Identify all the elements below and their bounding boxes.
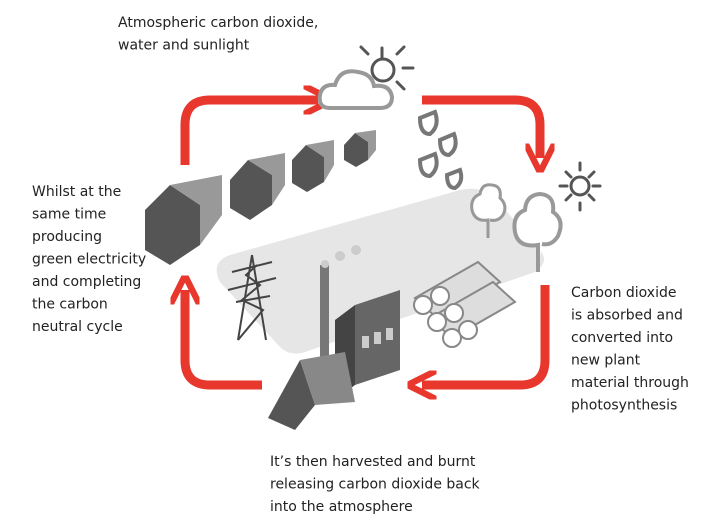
label-right-line: is absorbed and: [571, 308, 683, 324]
label-bottom-line: into the atmosphere: [270, 499, 413, 515]
label-left-line: neutral cycle: [32, 319, 123, 335]
label-bottom-line: It’s then harvested and burnt: [270, 454, 476, 470]
label-left-line: green electricity: [32, 252, 146, 268]
label-top-line: water and sunlight: [118, 38, 250, 54]
label-bottom-line: releasing carbon dioxide back: [270, 477, 481, 493]
label-right-line: new plant: [571, 353, 641, 369]
rain-drops: [420, 112, 461, 188]
label-left-line: Whilst at the: [32, 184, 121, 200]
label-left-line: producing: [32, 229, 102, 245]
carbon-cycle-diagram: Atmospheric carbon dioxide, water and sun…: [0, 0, 701, 518]
label-left-line: the carbon: [32, 297, 108, 313]
label-right-line: Carbon dioxide: [571, 285, 676, 301]
label-top-line: Atmospheric carbon dioxide,: [118, 15, 318, 31]
label-left-line: and completing: [32, 274, 141, 290]
label-right-line: material through: [571, 375, 689, 391]
cloud-sun: [320, 47, 413, 108]
label-left-line: same time: [32, 207, 106, 223]
label-right-line: converted into: [571, 330, 673, 346]
label-right-line: photosynthesis: [571, 398, 677, 414]
